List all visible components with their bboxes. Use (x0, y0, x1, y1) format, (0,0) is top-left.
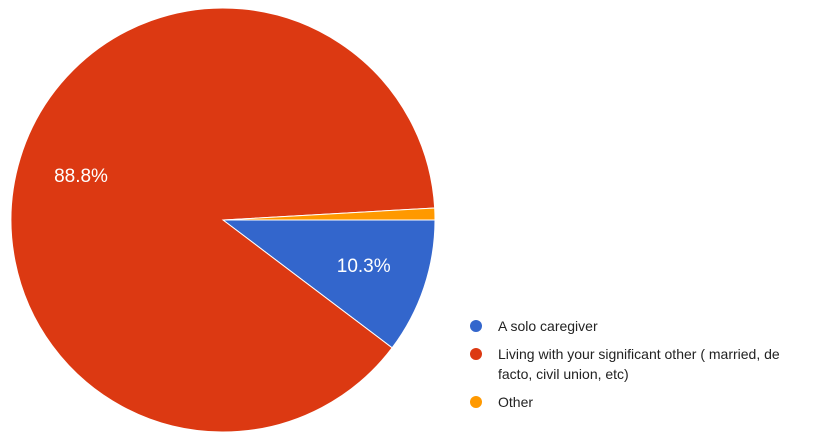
legend-label: A solo caregiver (498, 318, 598, 334)
legend-item: Living with your significant other ( mar… (468, 344, 798, 384)
slice-label: 88.8% (54, 166, 108, 187)
legend-swatch (470, 348, 482, 360)
legend-label: Living with your significant other ( mar… (498, 346, 780, 382)
slice-label: 10.3% (337, 256, 391, 277)
legend: A solo caregiver Living with your signifi… (468, 316, 798, 420)
pie-slice (221, 219, 436, 349)
legend-item: A solo caregiver (468, 316, 798, 336)
pie-slice (222, 207, 436, 221)
pie-slice (10, 7, 436, 433)
legend-item: Other (468, 392, 798, 412)
legend-label: Other (498, 394, 534, 410)
legend-swatch (470, 396, 482, 408)
legend-swatch (470, 320, 482, 332)
